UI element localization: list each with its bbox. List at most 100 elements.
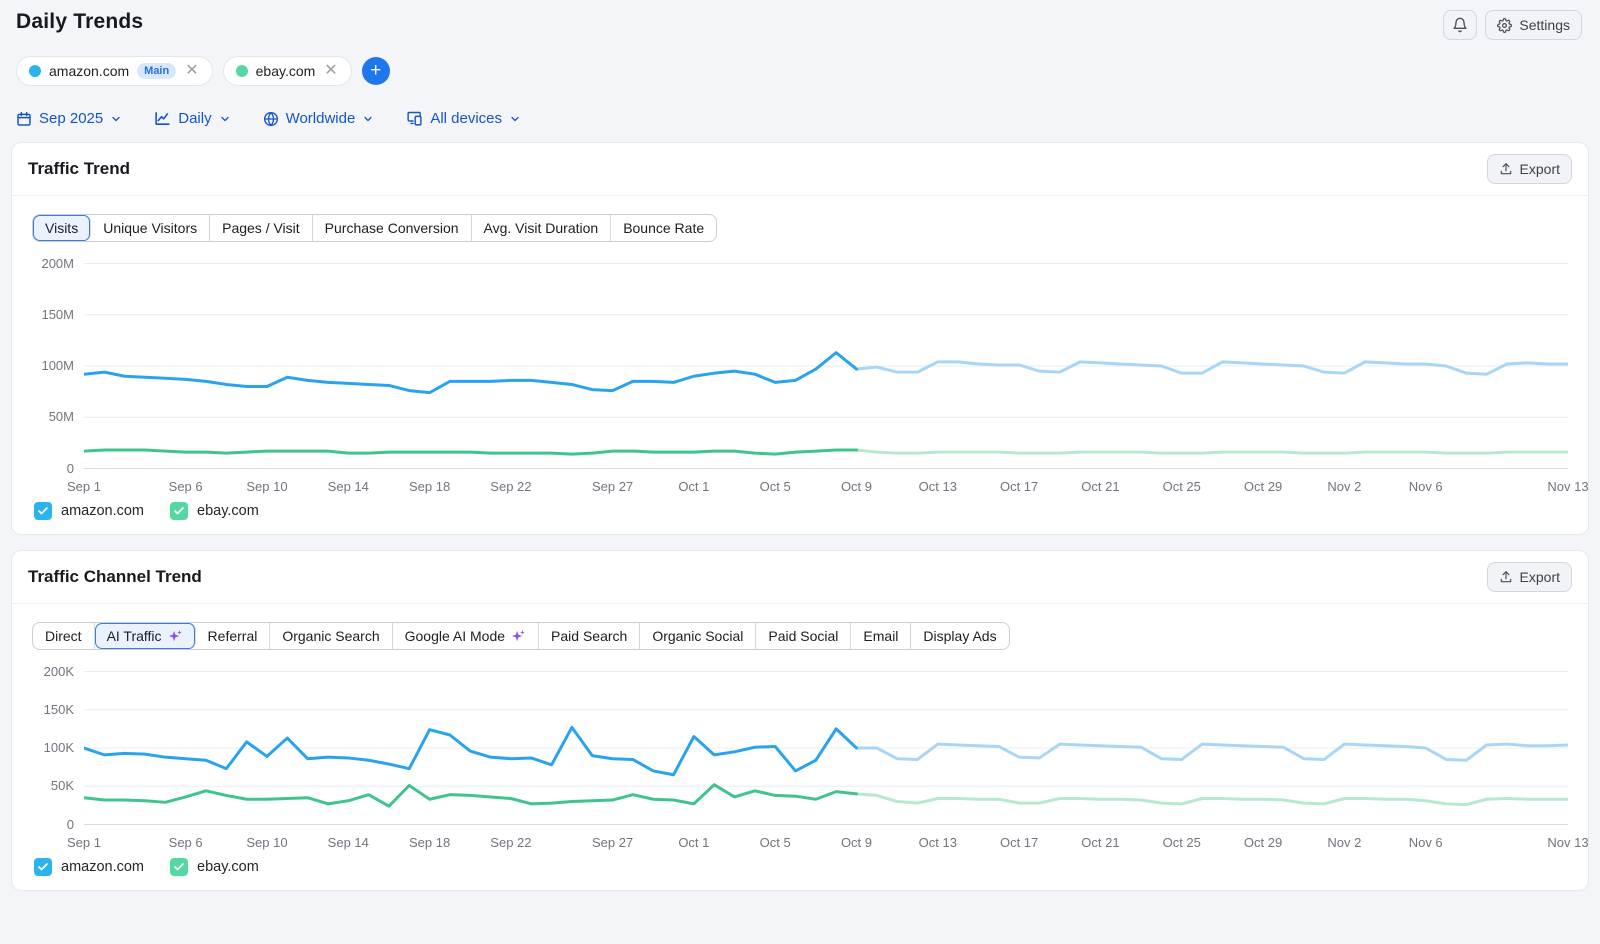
x-tick-label: Nov 2 <box>1327 835 1362 850</box>
domain-chip-ebay.com[interactable]: ebay.com ✕ <box>222 56 352 86</box>
tab-label: Organic Social <box>652 628 744 644</box>
tab-label: Organic Search <box>282 628 380 644</box>
legend-label: ebay.com <box>197 503 259 519</box>
tab-organic-social[interactable]: Organic Social <box>640 623 757 649</box>
x-tick-label: Oct 9 <box>840 479 873 494</box>
upload-icon <box>1499 162 1513 176</box>
x-tick-label: Nov 2 <box>1327 479 1362 494</box>
tab-display-ads[interactable]: Display Ads <box>911 623 1008 649</box>
chevron-down-icon <box>509 113 521 125</box>
x-tick-label: Oct 29 <box>1243 835 1283 850</box>
tab-visits[interactable]: Visits <box>33 215 92 241</box>
tab-avg-visit-duration[interactable]: Avg. Visit Duration <box>472 215 612 241</box>
filter-location[interactable]: Worldwide <box>263 110 375 127</box>
filter-label: Daily <box>178 110 212 127</box>
tab-email[interactable]: Email <box>851 623 912 649</box>
chart-legend: amazon.com ebay.com <box>34 858 1568 876</box>
legend-toggle-ebay.com[interactable]: ebay.com <box>170 858 259 876</box>
tab-bounce-rate[interactable]: Bounce Rate <box>611 215 716 241</box>
x-tick-label: Sep 14 <box>327 835 369 850</box>
checkbox-checked-icon[interactable] <box>170 502 189 520</box>
metric-tabs: Visits Unique Visitors Pages / Visit Purcha… <box>32 214 718 242</box>
x-tick-label: Oct 17 <box>999 479 1039 494</box>
x-tick-label: Nov 6 <box>1408 479 1443 494</box>
chevron-down-icon <box>110 113 122 125</box>
y-axis: 200K 150K 100K 50K 0 <box>32 664 84 832</box>
tab-label: Referral <box>207 628 258 644</box>
plus-icon: + <box>370 60 382 81</box>
y-tick-label: 50M <box>48 409 74 425</box>
export-label: Export <box>1519 569 1560 585</box>
x-tick-label: Nov 13 <box>1547 479 1589 494</box>
legend-label: ebay.com <box>197 859 259 875</box>
x-tick-label: Oct 29 <box>1243 479 1283 494</box>
checkbox-checked-icon[interactable] <box>34 858 52 876</box>
y-tick-label: 200K <box>43 663 74 679</box>
export-button[interactable]: Export <box>1486 562 1572 592</box>
settings-button[interactable]: Settings <box>1485 10 1582 40</box>
tab-organic-search[interactable]: Organic Search <box>270 623 393 649</box>
filter-granularity[interactable]: Daily <box>154 110 230 127</box>
legend-toggle-amazon.com[interactable]: amazon.com <box>34 858 144 876</box>
x-tick-label: Sep 14 <box>327 479 369 494</box>
x-tick-label: Oct 21 <box>1081 479 1120 494</box>
y-tick-label: 0 <box>66 460 74 476</box>
x-tick-label: Oct 9 <box>840 835 873 850</box>
gear-icon <box>1497 17 1513 33</box>
x-tick-label: Sep 6 <box>168 835 203 850</box>
tab-referral[interactable]: Referral <box>196 623 271 649</box>
notifications-button[interactable] <box>1443 10 1478 40</box>
x-tick-label: Sep 10 <box>246 835 288 850</box>
filter-devices[interactable]: All devices <box>406 110 521 127</box>
close-icon[interactable]: ✕ <box>324 62 338 79</box>
filter-date-range[interactable]: Sep 2025 <box>16 110 122 127</box>
tab-label: Bounce Rate <box>623 220 705 236</box>
tab-label: Direct <box>45 628 82 644</box>
traffic-channel-chart: 200K 150K 100K 50K 0 Sep 1 Sep 6 Sep 10 Sep 14 S… <box>32 664 1589 852</box>
x-tick-label: Oct 25 <box>1162 479 1201 494</box>
tab-google-ai-mode[interactable]: Google AI Mode <box>393 623 540 649</box>
globe-icon <box>263 111 279 127</box>
x-tick-label: Nov 13 <box>1547 835 1589 850</box>
domain-color-dot <box>29 65 41 77</box>
tab-paid-search[interactable]: Paid Search <box>539 623 641 649</box>
y-tick-label: 150K <box>43 701 74 717</box>
checkbox-checked-icon[interactable] <box>170 858 189 876</box>
card-body: Visits Unique Visitors Pages / Visit Purcha… <box>12 196 1589 534</box>
tab-unique-visitors[interactable]: Unique Visitors <box>91 215 211 241</box>
daily-trends-page: Daily Trends Settings amazon.com Main ✕ eba… <box>11 10 1589 891</box>
card-title: Traffic Channel Trend <box>28 567 202 586</box>
legend-toggle-amazon.com[interactable]: amazon.com <box>34 502 144 520</box>
y-tick-label: 100M <box>41 358 74 373</box>
calendar-icon <box>16 111 32 127</box>
ai-sparkle-icon <box>511 629 526 644</box>
x-tick-label: Oct 1 <box>678 479 710 494</box>
tab-ai-traffic[interactable]: AI Traffic <box>94 623 196 649</box>
tab-direct[interactable]: Direct <box>33 623 95 649</box>
chart-svg <box>82 263 1570 469</box>
upload-icon <box>1499 570 1513 584</box>
devices-icon <box>406 110 423 127</box>
trend-icon <box>154 110 171 127</box>
x-axis: Sep 1 Sep 6 Sep 10 Sep 14 Sep 18 Sep 22 Sep 27… <box>67 470 1589 496</box>
plot-area[interactable] <box>82 262 1570 470</box>
export-button[interactable]: Export <box>1486 154 1572 184</box>
y-axis: 200M 150M 100M 50M 0 <box>32 256 84 476</box>
tab-pages-visit[interactable]: Pages / Visit <box>210 215 313 241</box>
close-icon[interactable]: ✕ <box>185 62 199 79</box>
legend-toggle-ebay.com[interactable]: ebay.com <box>170 502 259 520</box>
settings-label: Settings <box>1519 17 1570 33</box>
checkbox-checked-icon[interactable] <box>34 502 52 520</box>
tab-purchase-conversion[interactable]: Purchase Conversion <box>313 215 472 241</box>
x-tick-label: Nov 6 <box>1408 835 1443 850</box>
y-tick-label: 150M <box>41 306 74 322</box>
domain-chip-amazon.com[interactable]: amazon.com Main ✕ <box>16 56 213 86</box>
filter-label: Sep 2025 <box>39 110 104 127</box>
legend-label: amazon.com <box>61 859 145 875</box>
add-domain-button[interactable]: + <box>361 57 390 85</box>
export-label: Export <box>1519 161 1560 177</box>
plot-area[interactable] <box>82 670 1570 826</box>
channel-tabs: Direct AI Traffic Referral Organic Search Go… <box>32 622 1010 650</box>
tab-paid-social[interactable]: Paid Social <box>756 623 852 649</box>
filter-label: All devices <box>430 110 503 127</box>
